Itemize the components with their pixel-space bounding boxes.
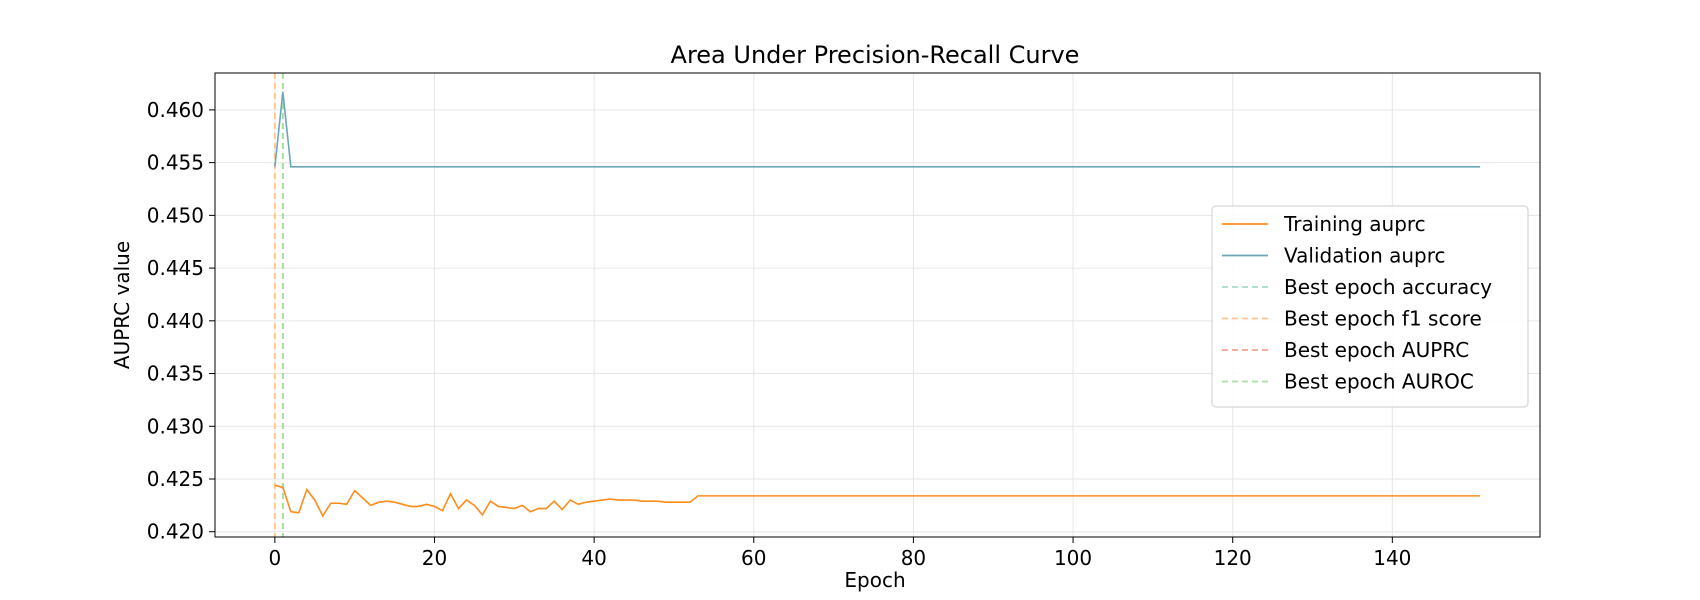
y-tick-label: 0.440 [147,309,204,333]
plot-frame [214,72,1541,538]
best-epoch-lines [273,73,284,537]
legend-label: Best epoch f1 score [1284,307,1482,331]
x-tick-label: 20 [422,546,447,570]
x-tick-label: 0 [268,546,281,570]
legend-label: Training auprc [1283,212,1426,236]
series [274,91,1481,518]
y-tick-label: 0.445 [147,256,204,280]
x-tick-label: 60 [741,546,766,570]
x-tick-label: 40 [581,546,606,570]
chart-title: Area Under Precision-Recall Curve [671,41,1080,69]
legend-label: Validation auprc [1284,244,1446,268]
y-tick-label: 0.455 [147,151,204,175]
y-tick-label: 0.430 [147,414,204,438]
y-tick-label: 0.450 [147,203,204,227]
x-tick-label: 140 [1373,546,1411,570]
y-axis: 0.420 0.425 0.430 0.435 0.440 0.445 0.450 0.455… [147,98,215,544]
y-tick-label: 0.435 [147,362,204,386]
y-tick-label: 0.420 [147,520,204,544]
x-tick-label: 120 [1214,546,1252,570]
legend: Training auprc Validation auprc Best epoch… [1211,205,1529,408]
x-axis-title: Epoch [844,568,905,592]
y-tick-label: 0.425 [147,467,204,491]
y-tick-label: 0.460 [147,98,204,122]
series-line [274,91,1481,168]
legend-label: Best epoch AUPRC [1284,338,1469,362]
series-line [274,484,1481,518]
legend-label: Best epoch accuracy [1284,275,1492,299]
x-axis: 0 20 40 60 80 100 120 140 [268,537,1411,570]
x-tick-label: 100 [1054,546,1092,570]
y-axis-title: AUPRC value [110,241,134,369]
x-tick-label: 80 [901,546,926,570]
legend-box [1211,205,1529,408]
legend-label: Best epoch AUROC [1284,370,1474,394]
